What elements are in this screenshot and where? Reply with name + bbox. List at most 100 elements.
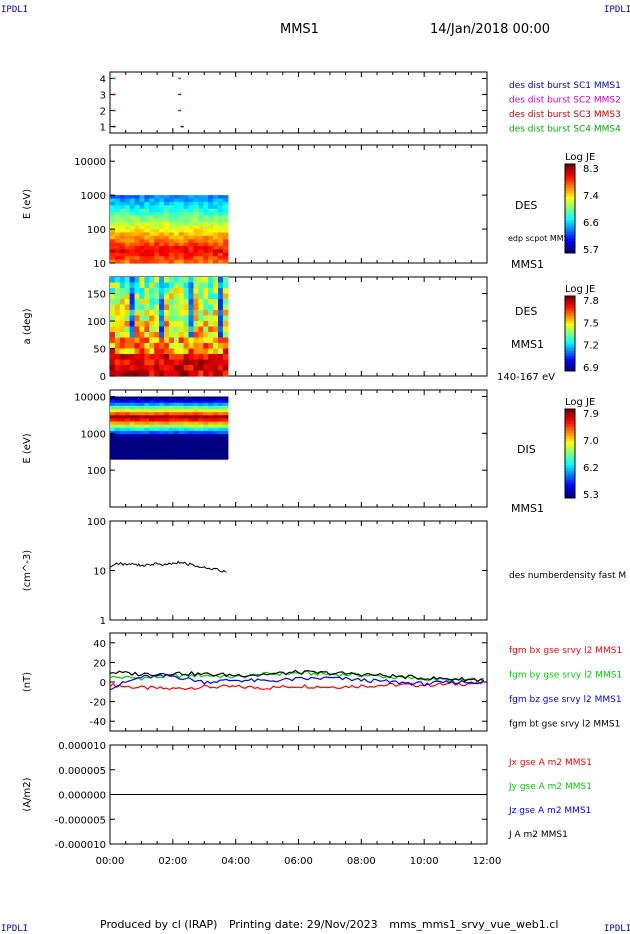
heatmap-cell (139, 198, 145, 203)
heatmap-cell (222, 249, 229, 254)
heatmap-cell (154, 337, 160, 344)
heatmap-cell (168, 348, 175, 355)
heatmap-cell (193, 430, 199, 435)
heatmap-cell (217, 321, 224, 328)
heatmap-cell (168, 293, 175, 300)
heatmap-cell (203, 299, 209, 306)
heatmap-cell (188, 293, 195, 300)
heatmap-cell (119, 259, 126, 264)
heatmap-cell (163, 215, 170, 220)
heatmap-cell (159, 208, 165, 213)
legend-entry: Jx gse A m2 MMS1 (508, 758, 592, 768)
heatmap-cell (203, 337, 209, 344)
heatmap-cell (183, 215, 190, 220)
colorbar-cell (565, 486, 575, 490)
heatmap-cell (159, 293, 165, 300)
heatmap-cell (188, 430, 195, 435)
heatmap-cell (119, 235, 126, 240)
heatmap-cell (154, 434, 160, 438)
heatmap-cell (124, 277, 131, 284)
heatmap-cell (213, 434, 219, 438)
heatmap-cell (144, 198, 150, 203)
heatmap-cell (134, 277, 141, 284)
colorbar-cell (565, 306, 575, 309)
heatmap-cell (114, 315, 121, 322)
heatmap-cell (163, 370, 170, 377)
legend-entry: J A m2 MMS1 (508, 830, 568, 840)
heatmap-cell (178, 427, 185, 432)
heatmap-cell (213, 409, 219, 413)
legend-entry: fgm by gse srvy l2 MMS1 (509, 671, 622, 681)
heatmap-cell (159, 229, 165, 234)
heatmap-cell (144, 409, 150, 413)
heatmap-cell (163, 415, 170, 419)
heatmap-cell (213, 198, 219, 203)
colorbar-cell (565, 338, 575, 342)
heatmap-cell (208, 246, 214, 251)
heatmap-cell (203, 235, 209, 240)
panel-label: DIS (517, 443, 536, 456)
heatmap-cell (129, 315, 136, 322)
colorbar-cell (565, 420, 575, 425)
heatmap-cell (178, 201, 185, 206)
heatmap-cell (114, 201, 121, 206)
heatmap-cell (159, 430, 165, 435)
heatmap-cell (168, 198, 175, 203)
colorbar-cell (565, 465, 575, 469)
heatmap-cell (217, 222, 224, 227)
heatmap-cell (119, 315, 126, 322)
heatmap-cell (217, 304, 224, 311)
heatmap-cell (183, 418, 190, 423)
heatmap-cell (198, 299, 204, 306)
heatmap-cell (213, 415, 219, 419)
heatmap-cell (222, 430, 229, 435)
heatmap-cell (183, 315, 190, 322)
heatmap-cell (178, 348, 185, 355)
heatmap-cell (208, 282, 214, 289)
heatmap-cell (149, 421, 155, 426)
heatmap-cell (139, 409, 145, 413)
heatmap-cell (168, 229, 175, 234)
heatmap-cell (173, 402, 180, 407)
heatmap-cell (110, 424, 116, 429)
heatmap-cell (173, 399, 180, 404)
heatmap-cell (163, 304, 170, 311)
colorbar-cell (565, 343, 575, 347)
heatmap-cell (168, 437, 175, 441)
heatmap-cell (168, 449, 175, 454)
heatmap-cell (208, 449, 214, 454)
heatmap-cell (178, 409, 185, 413)
heatmap-cell (222, 437, 229, 441)
heatmap-cell (213, 299, 219, 306)
heatmap-cell (124, 449, 131, 454)
heatmap-cell (198, 337, 204, 344)
heatmap-cell (154, 222, 160, 227)
heatmap-cell (198, 321, 204, 328)
heatmap-cell (183, 282, 190, 289)
heatmap-cell (110, 354, 116, 361)
heatmap-cell (183, 277, 190, 284)
heatmap-cell (139, 195, 145, 200)
colorbar-tick-label: 7.0 (583, 436, 599, 447)
heatmap-cell (173, 418, 180, 423)
heatmap-cell (149, 212, 155, 217)
heatmap-cell (110, 443, 116, 448)
heatmap-cell (173, 405, 180, 410)
colorbar-cell (565, 166, 575, 171)
heatmap-cell (119, 205, 126, 210)
heatmap-cell (217, 201, 224, 206)
heatmap-cell (159, 249, 165, 254)
colorbar-cell (565, 495, 575, 499)
heatmap-cell (168, 440, 175, 445)
heatmap-cell (217, 326, 224, 333)
heatmap-cell (110, 252, 116, 257)
heatmap-cell (173, 326, 180, 333)
heatmap-cell (188, 412, 195, 416)
heatmap-cell (159, 304, 165, 311)
heatmap-cell (173, 277, 180, 284)
heatmap-cell (124, 437, 131, 441)
heatmap-cell (198, 288, 204, 295)
heatmap-cell (217, 365, 224, 372)
heatmap-cell (163, 455, 170, 460)
heatmap-cell (110, 277, 116, 284)
